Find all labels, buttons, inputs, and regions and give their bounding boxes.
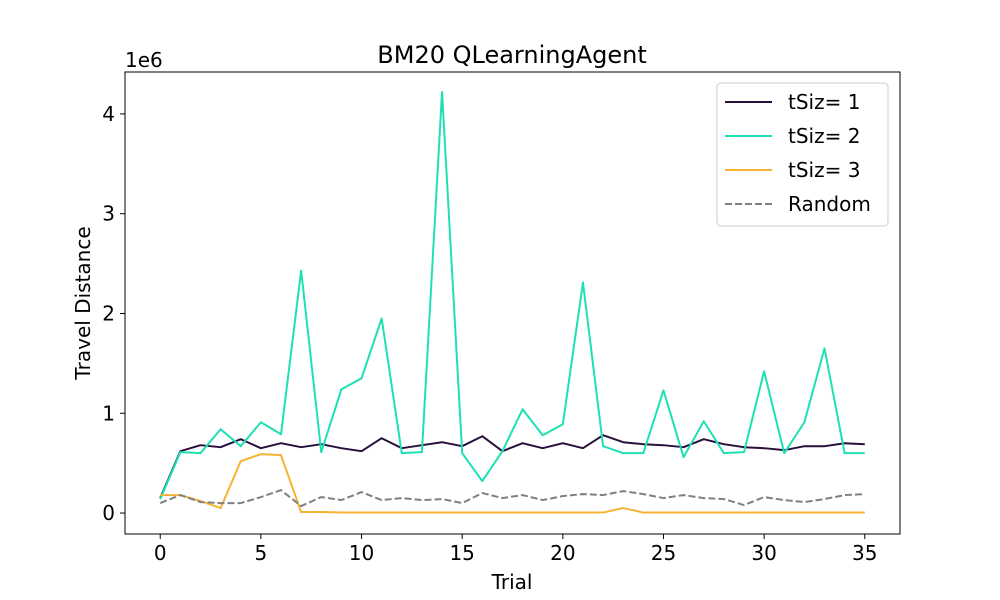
series-line-4 (159, 489, 865, 508)
x-tick-label: 15 (449, 541, 474, 565)
legend-label-1: tSiz= 1 (788, 90, 860, 114)
legend-box (716, 82, 889, 227)
y-tick-label: 1 (102, 401, 115, 425)
x-tick-label: 35 (852, 541, 877, 565)
y-tick-label: 3 (102, 202, 115, 226)
series-line-2 (159, 90, 865, 500)
chart-title: BM20 QLearningAgent (377, 41, 646, 69)
x-tick-label: 0 (154, 541, 167, 565)
y-tick-label: 4 (102, 102, 115, 126)
y-axis-label: Travel Distance (71, 226, 95, 380)
legend-label-2: tSiz= 2 (788, 124, 860, 148)
series-layer (159, 90, 865, 514)
y-axis-ticks: 0 1 2 3 4 (102, 102, 125, 525)
y-tick-label: 0 (102, 501, 115, 525)
legend-label-3: tSiz= 3 (788, 158, 860, 182)
series-line-3 (160, 453, 865, 514)
legend-label-4: Random (788, 192, 871, 216)
x-axis-label: Trial (491, 570, 533, 594)
x-tick-label: 5 (255, 541, 268, 565)
series-line-1 (159, 434, 865, 499)
y-axis-offset-label: 1e6 (125, 48, 163, 72)
x-tick-label: 20 (550, 541, 575, 565)
legend: tSiz= 1 tSiz= 2 tSiz= 3 Random (716, 82, 889, 227)
y-tick-label: 2 (102, 301, 115, 325)
x-tick-label: 30 (751, 541, 776, 565)
x-tick-label: 10 (349, 541, 374, 565)
plot-frame (124, 71, 901, 535)
x-tick-label: 25 (651, 541, 676, 565)
x-axis-ticks: 0 5 10 15 20 25 30 35 (154, 534, 877, 565)
